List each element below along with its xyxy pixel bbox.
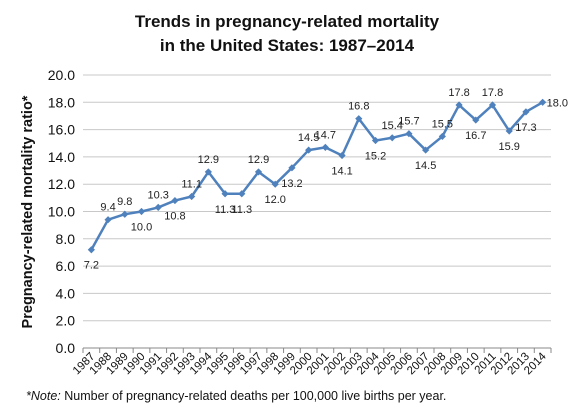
data-label: 15.9	[499, 141, 520, 153]
y-tick-label: 8.0	[56, 231, 76, 247]
data-point	[438, 132, 446, 141]
data-label: 15.5	[432, 118, 453, 130]
y-tick-label: 16.0	[48, 122, 75, 138]
series-line	[90, 101, 544, 251]
data-point	[171, 196, 179, 205]
data-point	[422, 146, 430, 154]
data-point	[87, 246, 95, 254]
data-point	[405, 130, 413, 138]
data-point	[254, 168, 263, 176]
data-point	[388, 134, 396, 142]
y-tick-label: 12.0	[48, 176, 75, 192]
data-label: 14.7	[315, 129, 336, 141]
data-point	[271, 180, 279, 188]
y-tick-label: 2.0	[56, 313, 76, 329]
data-label: 10.8	[164, 211, 185, 223]
data-point	[238, 190, 246, 198]
data-label: 17.3	[515, 122, 536, 134]
y-tick-labels: 0.0 2.0 4.0 6.0 8.0 10.0 12.0 14.0 16.0 18.0 20.0	[48, 67, 75, 356]
x-tick-labels: 1987198819891990199119921993199419951996…	[71, 350, 549, 377]
data-point	[154, 203, 162, 212]
data-label: 15.4	[382, 120, 403, 132]
data-label: 17.8	[448, 87, 469, 99]
data-point	[137, 207, 146, 216]
data-point	[221, 190, 229, 198]
y-tick-label: 4.0	[56, 285, 76, 301]
footnote-text: Number of pregnancy-related deaths per 1…	[60, 389, 447, 403]
data-label: 16.8	[348, 101, 369, 113]
data-label: 12.9	[248, 154, 269, 166]
data-point	[355, 115, 363, 123]
data-point	[488, 101, 497, 109]
footnote-prefix: *Note:	[26, 389, 61, 403]
data-point	[522, 108, 530, 116]
gridlines	[83, 74, 551, 322]
series-line-path	[90, 101, 544, 251]
data-point	[121, 210, 129, 218]
data-point	[505, 127, 513, 135]
data-label: 10.0	[131, 222, 152, 234]
data-label: 18.0	[547, 97, 568, 109]
data-label: 10.3	[148, 189, 169, 201]
data-point	[204, 168, 212, 176]
data-point	[338, 151, 346, 160]
data-label: 14.1	[331, 166, 352, 178]
axes	[82, 347, 552, 353]
data-point	[539, 98, 547, 106]
data-label: 12.0	[265, 194, 286, 206]
data-points	[87, 98, 547, 254]
data-point	[104, 216, 112, 224]
data-label: 9.8	[117, 196, 132, 208]
y-tick-label: 20.0	[48, 67, 75, 83]
data-label: 15.7	[398, 116, 419, 128]
data-label: 11.3	[215, 204, 236, 216]
data-label: 7.2	[84, 260, 99, 272]
chart-title-line-2: in the United States: 1987–2014	[159, 36, 415, 55]
data-point	[288, 164, 296, 172]
data-point	[472, 116, 480, 124]
chart-title-line-1: Trends in pregnancy-related mortality	[134, 12, 440, 31]
data-label: 16.7	[465, 130, 486, 142]
y-tick-label: 18.0	[48, 94, 75, 110]
y-tick-label: 10.0	[48, 204, 75, 220]
y-tick-label: 6.0	[56, 258, 76, 274]
data-label: 17.8	[482, 87, 503, 99]
data-point	[371, 136, 380, 145]
footnote: *Note: Number of pregnancy-related death…	[26, 389, 446, 403]
data-label: 14.5	[415, 160, 436, 172]
data-point	[305, 146, 313, 154]
data-point	[321, 143, 329, 151]
data-label: 11.3	[231, 204, 252, 216]
data-point	[455, 101, 463, 109]
y-tick-label: 14.0	[48, 149, 75, 165]
data-label: 13.2	[281, 178, 302, 190]
data-labels: 7.2 9.4 9.8 10.0 10.3 10.8 11.1 12.9 11.311.3 12.…	[84, 87, 568, 272]
data-label: 15.2	[365, 151, 386, 163]
y-tick-label: 0.0	[56, 340, 76, 356]
y-axis-label: Pregnancy-related mortality ratio*	[20, 95, 36, 328]
data-label: 11.1	[181, 178, 202, 190]
data-point	[188, 192, 196, 201]
data-label: 14.5	[298, 132, 319, 144]
data-label: 12.9	[198, 154, 219, 166]
data-label: 9.4	[100, 202, 115, 214]
